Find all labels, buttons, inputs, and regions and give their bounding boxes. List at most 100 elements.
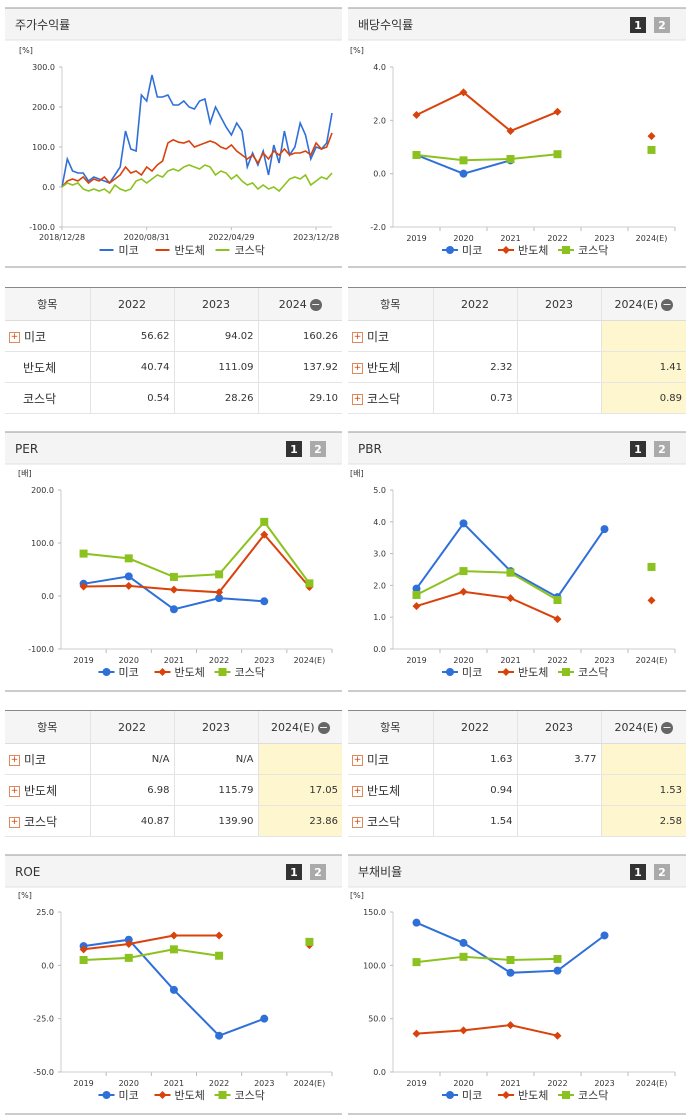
header-text: 2023 — [202, 297, 230, 311]
marker — [506, 1021, 515, 1030]
page-button[interactable] — [630, 441, 646, 457]
row-name: 미코 — [367, 752, 390, 767]
panel-title: 배당수익률 — [358, 18, 413, 32]
collapse-button[interactable]: − — [661, 297, 674, 311]
marker — [553, 966, 562, 975]
marker — [647, 132, 656, 141]
series-line — [415, 521, 606, 599]
value-cell: 0.89 — [600, 382, 686, 414]
y-tick-label: 100.0 — [363, 961, 386, 970]
marker — [459, 587, 468, 596]
marker — [260, 1014, 269, 1023]
page-button-label[interactable]: 1 — [634, 443, 642, 456]
x-tick-label: 2021 — [500, 656, 520, 665]
page-button-label[interactable]: 2 — [658, 443, 666, 456]
header-cell: 2023 — [516, 287, 601, 321]
page-button-label[interactable]: 1 — [290, 443, 298, 456]
header-row: 항목 2022 2023 2024(E) − — [5, 710, 342, 744]
expand-icon[interactable]: + — [352, 362, 363, 374]
value-cell: 0.94 — [432, 774, 517, 806]
x-tick-label: 2023 — [254, 1079, 274, 1088]
collapse-button[interactable]: − — [309, 297, 322, 311]
page-button[interactable] — [310, 864, 326, 880]
row-name-cell: + 미코 — [5, 320, 90, 352]
marker — [260, 517, 269, 526]
value-cell: N/A — [89, 743, 174, 775]
series-line — [84, 936, 310, 950]
legend-marker — [502, 246, 510, 254]
page-button-label[interactable]: 2 — [658, 866, 666, 879]
page-button-label[interactable]: 2 — [314, 866, 322, 879]
x-tick-label: 2019 — [406, 656, 426, 665]
row-name-cell: + 반도체 — [5, 774, 90, 806]
value-cell: 0.73 — [432, 382, 517, 414]
legend-label: 코스닥 — [235, 1089, 265, 1102]
row-name: 반도체 — [367, 783, 401, 798]
header-cell: 항목 — [5, 710, 90, 744]
marker — [124, 953, 133, 962]
value-cell: 1.41 — [600, 351, 686, 383]
legend-label: 미코 — [462, 666, 482, 679]
y-tick-label: 0.0 — [41, 961, 54, 970]
page-button[interactable] — [654, 441, 670, 457]
value-cell: 40.87 — [89, 805, 174, 837]
page-button[interactable] — [630, 17, 646, 33]
table-row: 반도체 40.74 111.09 137.92 — [5, 351, 342, 383]
marker — [506, 968, 515, 977]
x-tick-label: 2020 — [119, 656, 139, 665]
panel-title: PBR — [358, 442, 382, 456]
header-text: 2023 — [545, 297, 573, 311]
expand-icon[interactable]: + — [352, 754, 363, 766]
x-tick-label: 2023 — [594, 1079, 614, 1088]
page-button-label[interactable]: 1 — [634, 19, 642, 32]
expand-icon[interactable]: + — [9, 754, 20, 766]
y-tick-label: 4.0 — [373, 63, 386, 72]
value-cell — [600, 320, 686, 352]
expand-icon[interactable]: + — [352, 331, 363, 343]
page-button-label[interactable]: 2 — [314, 443, 322, 456]
row-name-cell: 코스닥 — [5, 382, 90, 414]
expand-icon[interactable]: + — [9, 331, 20, 343]
page-button-label[interactable]: 2 — [658, 19, 666, 32]
header-text: 항목 — [37, 298, 58, 311]
legend-marker — [102, 668, 111, 676]
expand-icon[interactable]: + — [352, 785, 363, 797]
header-text: 2022 — [461, 720, 489, 734]
expand-icon[interactable]: + — [9, 785, 20, 797]
page-button[interactable] — [286, 864, 302, 880]
row-name: 코스닥 — [367, 814, 401, 829]
value-cell: 40.74 — [89, 351, 174, 383]
header-text: 2024(E) — [270, 720, 315, 734]
page-button[interactable] — [630, 864, 646, 880]
page-button-label[interactable]: 1 — [634, 866, 642, 879]
header-cell: 2024(E) − — [600, 710, 686, 744]
legend-marker — [158, 668, 167, 676]
expand-icon[interactable]: + — [352, 816, 363, 828]
table-row: + 코스닥 40.87 139.90 23.86 — [5, 805, 342, 837]
marker — [124, 581, 133, 590]
collapse-button[interactable]: − — [661, 720, 674, 734]
page-button[interactable] — [654, 864, 670, 880]
legend-label: 코스닥 — [578, 1089, 608, 1102]
legend-marker — [102, 1091, 111, 1099]
legend-marker — [562, 246, 570, 254]
expand-icon[interactable]: + — [9, 816, 20, 828]
page-button[interactable] — [310, 441, 326, 457]
series-line — [61, 74, 333, 188]
marker — [506, 568, 515, 577]
value-cell: 115.79 — [173, 774, 258, 806]
unit-label: [%] — [350, 891, 364, 900]
legend-label: 미코 — [119, 244, 139, 257]
page-button[interactable] — [286, 441, 302, 457]
page-button-label[interactable]: 1 — [290, 866, 298, 879]
x-tick-label: 2020 — [453, 1079, 473, 1088]
row-name-cell: + 미코 — [348, 743, 433, 775]
collapse-button[interactable]: − — [317, 720, 330, 734]
row-name-cell: + 코스닥 — [5, 805, 90, 837]
y-tick-label: -100.0 — [29, 223, 55, 232]
expand-icon[interactable]: + — [352, 393, 363, 405]
legend-label: 반도체 — [518, 244, 548, 257]
page-button[interactable] — [654, 17, 670, 33]
row-name: 미코 — [24, 329, 47, 344]
marker — [459, 567, 468, 576]
